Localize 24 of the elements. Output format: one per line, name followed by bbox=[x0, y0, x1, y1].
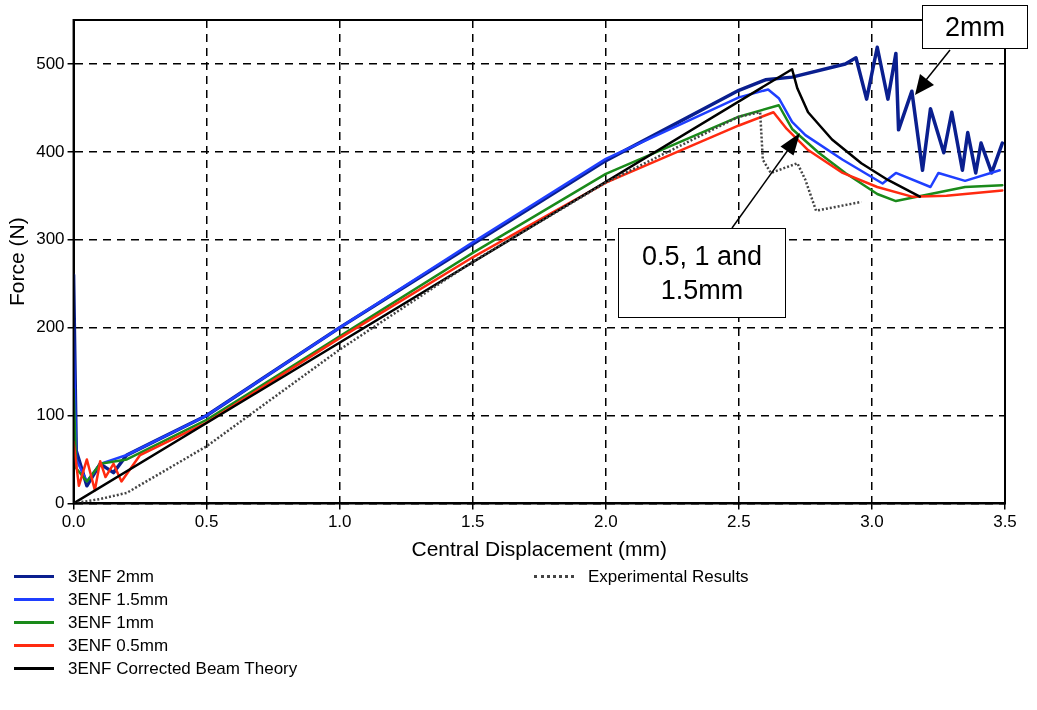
legend-label: 3ENF 1mm bbox=[68, 612, 154, 633]
legend-label: 3ENF 1.5mm bbox=[68, 589, 169, 610]
x-tick-label: 3.0 bbox=[860, 512, 884, 532]
x-tick-label: 1.5 bbox=[460, 512, 485, 532]
x-tick-label: 3.5 bbox=[993, 512, 1017, 532]
y-tick-label: 0 bbox=[55, 493, 65, 513]
x-tick-label: 2.5 bbox=[727, 512, 751, 532]
y-tick-label: 100 bbox=[36, 405, 65, 425]
x-tick-label: 2.0 bbox=[593, 512, 618, 532]
annotation: 0.5, 1 and 1.5mm bbox=[618, 228, 786, 318]
y-axis-title: Force (N) bbox=[5, 217, 29, 307]
x-tick-label: 1.0 bbox=[327, 512, 352, 532]
legend-label: 3ENF 0.5mm bbox=[68, 635, 169, 656]
x-axis-title: Central Displacement (mm) bbox=[411, 537, 668, 561]
x-tick-label: 0.5 bbox=[194, 512, 219, 532]
legend-label: 3ENF 2mm bbox=[68, 566, 154, 587]
y-tick-label: 300 bbox=[36, 229, 65, 249]
y-tick-label: 500 bbox=[36, 53, 65, 73]
legend-label: 3ENF Corrected Beam Theory bbox=[68, 658, 298, 679]
annotation: 2mm bbox=[922, 5, 1028, 49]
legend-label: Experimental Results bbox=[588, 566, 749, 587]
y-tick-label: 200 bbox=[36, 317, 65, 337]
x-tick-label: 0.0 bbox=[61, 512, 86, 532]
y-tick-label: 400 bbox=[36, 141, 65, 161]
